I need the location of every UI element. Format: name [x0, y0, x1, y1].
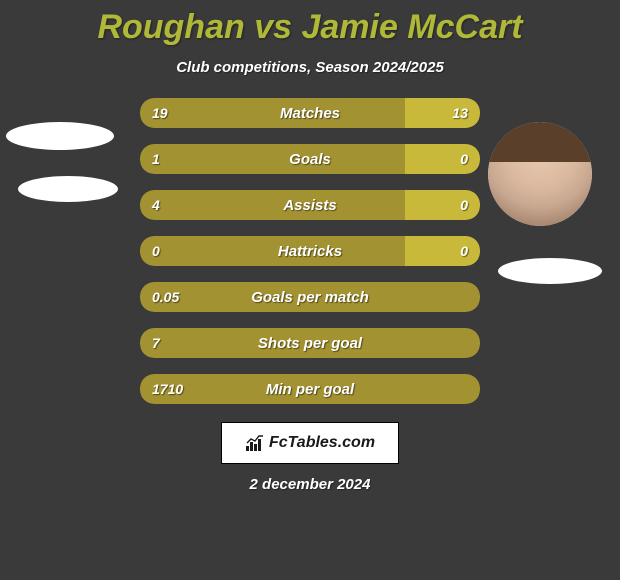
subtitle: Club competitions, Season 2024/2025: [0, 59, 620, 76]
bar-value-right: 0: [460, 190, 468, 220]
bar-fill: [140, 374, 480, 404]
bar-right-fill: [405, 144, 480, 174]
stat-row: Shots per goal7: [140, 328, 480, 358]
bar-fill: [140, 282, 480, 312]
bar-left-fill: [140, 98, 405, 128]
bar-right-fill: [405, 98, 480, 128]
page-title: Roughan vs Jamie McCart: [0, 8, 620, 47]
stat-bars: Matches1913Goals10Assists40Hattricks00Go…: [140, 98, 480, 404]
bar-value-left: 7: [152, 328, 160, 358]
brand-text: FcTables.com: [269, 434, 375, 452]
bar-fill: [140, 328, 480, 358]
bar-value-right: 0: [460, 236, 468, 266]
bar-track: [140, 144, 480, 174]
bar-value-left: 0: [152, 236, 160, 266]
brand-box: FcTables.com: [221, 422, 399, 464]
stat-row: Goals per match0.05: [140, 282, 480, 312]
bar-value-left: 1710: [152, 374, 183, 404]
bar-right-fill: [405, 236, 480, 266]
bar-value-right: 0: [460, 144, 468, 174]
stat-row: Assists40: [140, 190, 480, 220]
left-oval-2: [18, 176, 118, 202]
bar-value-left: 0.05: [152, 282, 179, 312]
bar-value-right: 13: [452, 98, 468, 128]
bar-value-left: 1: [152, 144, 160, 174]
stat-row: Min per goal1710: [140, 374, 480, 404]
bar-track: [140, 98, 480, 128]
stat-row: Hattricks00: [140, 236, 480, 266]
bar-value-left: 19: [152, 98, 168, 128]
bar-right-fill: [405, 190, 480, 220]
bar-value-left: 4: [152, 190, 160, 220]
bar-track: [140, 328, 480, 358]
fctables-icon: [245, 434, 265, 452]
bar-left-fill: [140, 236, 405, 266]
date-text: 2 december 2024: [0, 476, 620, 493]
stat-row: Goals10: [140, 144, 480, 174]
bar-left-fill: [140, 190, 405, 220]
bar-track: [140, 374, 480, 404]
comparison-infographic: Roughan vs Jamie McCart Club competition…: [0, 0, 620, 580]
bar-track: [140, 282, 480, 312]
bar-left-fill: [140, 144, 405, 174]
bar-track: [140, 236, 480, 266]
stat-row: Matches1913: [140, 98, 480, 128]
bar-track: [140, 190, 480, 220]
left-oval-1: [6, 122, 114, 150]
right-oval: [498, 258, 602, 284]
player-right-avatar: [488, 122, 592, 226]
